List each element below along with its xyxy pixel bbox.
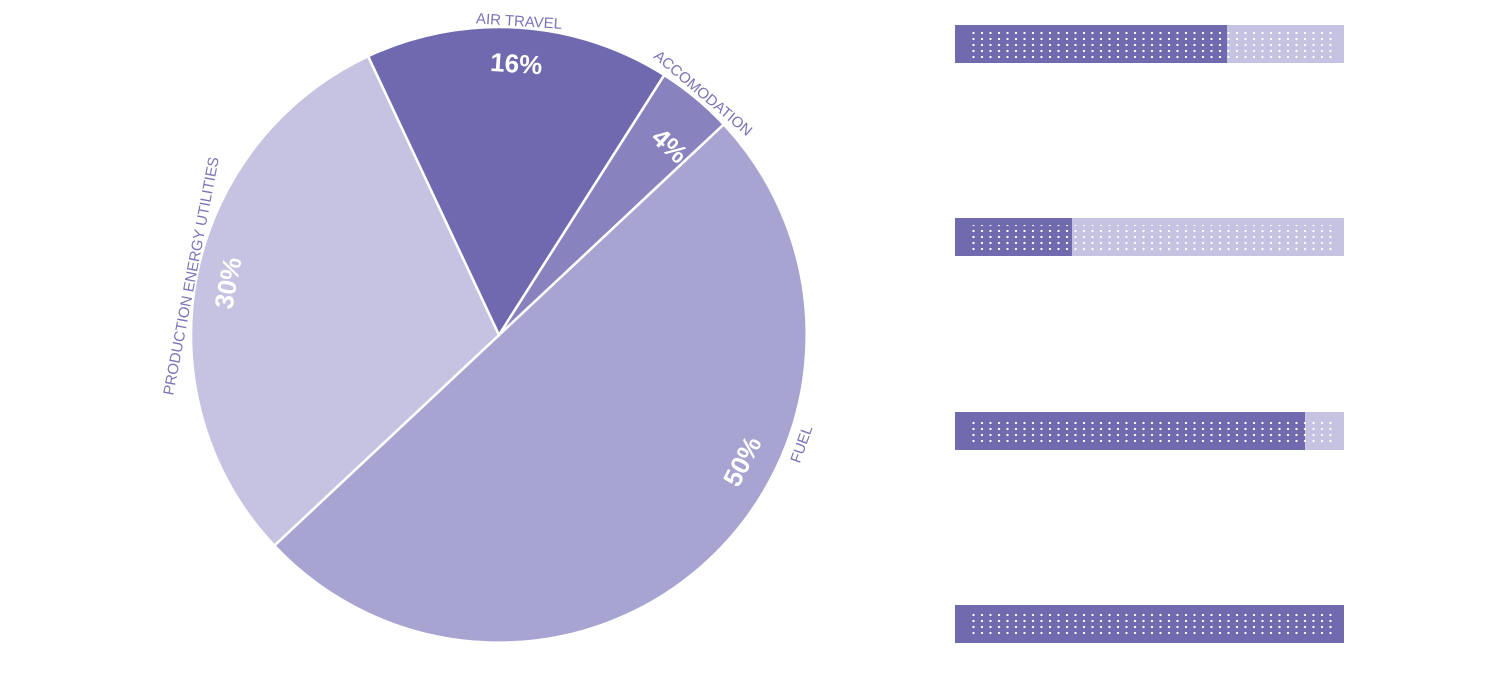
progress-bars — [955, 25, 1344, 643]
dot-pattern — [969, 419, 1334, 445]
dot-pattern — [969, 225, 1334, 251]
pie-slice-fuel — [272, 122, 808, 644]
pie-value-label-air-travel: 16% — [489, 47, 543, 80]
progress-bar-2 — [955, 218, 1344, 256]
pie-slice-air-travel — [366, 25, 666, 338]
pie-slice-production-energy-utilities — [189, 54, 501, 548]
pie-slice-accomodation — [497, 73, 726, 336]
dot-pattern — [969, 612, 1334, 638]
progress-bar-4 — [955, 605, 1344, 643]
progress-bar-1 — [955, 25, 1344, 63]
pie-category-label-air-travel: AIR TRAVEL — [475, 10, 562, 33]
progress-bar-3 — [955, 412, 1344, 450]
dot-pattern — [969, 32, 1334, 58]
